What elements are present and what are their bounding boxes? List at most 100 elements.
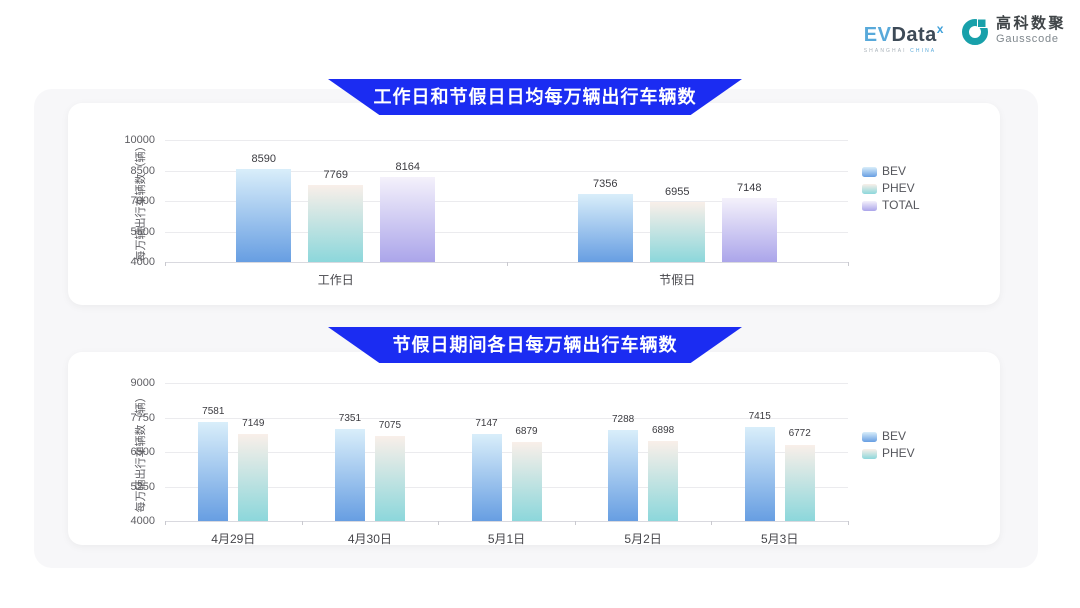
y-axis-tick-label: 10000	[124, 134, 155, 146]
gridline	[165, 140, 848, 141]
legend-label: BEV	[882, 429, 907, 443]
bar-total-1	[721, 198, 777, 262]
chart-legend: BEV PHEV TOTAL	[862, 165, 920, 212]
legend-label: BEV	[882, 164, 907, 178]
bar-phev-0	[308, 185, 364, 262]
gridline	[165, 521, 848, 522]
y-axis-tick-label: 7000	[130, 195, 155, 207]
legend-swatch-phev	[862, 183, 877, 194]
legend-item-phev: PHEV	[862, 447, 915, 460]
legend-label: TOTAL	[882, 198, 920, 212]
x-axis-category-label: 工作日	[317, 273, 354, 287]
gridline	[165, 383, 848, 384]
legend-item-phev: PHEV	[862, 182, 920, 195]
legend-item-total: TOTAL	[862, 199, 920, 212]
bar-value-label: 7148	[737, 181, 762, 194]
evdata-logo: EVDatax SHANGHAI CHINA	[864, 19, 944, 54]
evdata-logo-ev: EV	[863, 24, 892, 46]
evdata-logo-tagline: SHANGHAI CHINA	[864, 48, 944, 54]
x-axis-tick	[711, 521, 713, 525]
gausscode-logo: 高科数聚 Gausscode	[960, 16, 1066, 46]
y-axis-tick-label: 4000	[130, 256, 155, 268]
gridline	[165, 486, 848, 488]
bar-value-label: 7351	[338, 412, 362, 424]
y-axis-tick-label: 8500	[130, 164, 155, 177]
bar-phev-4	[784, 444, 815, 521]
evdata-logo-superscript-x: x	[936, 22, 944, 36]
x-axis-tick	[438, 521, 440, 525]
legend-swatch-bev	[862, 431, 877, 442]
plot-area: 4000 5250 6500 7750 9000 4月29日 7581 7149 4月30日 73…	[131, 377, 849, 546]
evdata-tagline-shanghai: SHANGHAI	[863, 48, 907, 54]
gridline	[165, 170, 848, 172]
y-axis-tick-label: 9000	[130, 377, 155, 389]
legend-swatch-bev	[862, 166, 877, 177]
header-logos: EVDatax SHANGHAI CHINA 高科数聚 Gausscode	[864, 16, 1066, 55]
bar-value-label: 7147	[475, 418, 498, 430]
x-axis-tick	[848, 262, 849, 266]
bar-bev-3	[608, 430, 639, 521]
gridline	[165, 201, 848, 202]
plot-area: 4000 5500 7000 8500 10000 工作日 8590 7769 8164 节假日 7…	[124, 134, 849, 287]
bar-value-label: 7356	[593, 177, 618, 190]
bar-bev-2	[471, 434, 502, 521]
bar-phev-2	[511, 441, 542, 521]
y-axis-tick-label: 5500	[130, 225, 155, 238]
chart1-title: 工作日和节假日日均每万辆出行车辆数	[373, 87, 697, 107]
legend-item-bev: BEV	[862, 165, 920, 178]
gausscode-name-cn: 高科数聚	[995, 14, 1066, 32]
evdata-logo-wordmark: EVDatax	[864, 19, 944, 45]
gausscode-g-icon	[960, 16, 990, 46]
gridline	[165, 231, 848, 233]
bar-phev-0	[238, 434, 269, 521]
gridline	[165, 417, 848, 419]
legend-label: PHEV	[882, 181, 915, 195]
bar-bev-1	[334, 428, 365, 521]
x-axis-category-label: 4月29日	[211, 532, 256, 546]
legend-label: PHEV	[882, 446, 915, 460]
y-axis-name: 每万辆出行车辆数（辆）	[135, 391, 147, 513]
bar-bev-0	[198, 422, 229, 521]
y-axis-tick-label: 7750	[130, 411, 155, 424]
bar-bev-0	[236, 168, 292, 262]
bar-value-label: 7075	[378, 420, 402, 432]
x-axis-tick	[506, 262, 508, 266]
bar-value-label: 7149	[242, 418, 265, 430]
chart2-title-banner: 节假日期间各日每万辆出行车辆数	[328, 327, 742, 363]
evdata-tagline-china: CHINA	[910, 48, 937, 54]
x-axis-tick	[301, 521, 303, 525]
x-axis-category-label: 5月2日	[624, 532, 662, 546]
bar-value-label: 6772	[788, 428, 811, 440]
x-axis-tick	[848, 521, 849, 525]
x-axis-category-label: 节假日	[659, 273, 696, 287]
bar-value-label: 7415	[748, 410, 771, 422]
legend-swatch-phev	[862, 448, 877, 459]
gausscode-name-en: Gausscode	[995, 32, 1059, 45]
x-axis-category-label: 5月3日	[761, 532, 799, 546]
bar-phev-3	[648, 441, 679, 521]
chart1-title-banner: 工作日和节假日日均每万辆出行车辆数	[328, 79, 742, 115]
bar-value-label: 6879	[515, 425, 538, 437]
bar-value-label: 6898	[651, 425, 675, 436]
x-axis-category-label: 4月30日	[347, 532, 392, 546]
bar-value-label: 8590	[251, 152, 276, 165]
x-axis-tick	[574, 521, 576, 525]
y-axis-tick-label: 6500	[130, 446, 155, 458]
bar-value-label: 7769	[323, 169, 348, 182]
bar-bev-1	[577, 193, 633, 262]
gridline	[165, 452, 848, 453]
evdata-logo-data: Data	[891, 24, 937, 46]
x-axis-category-label: 5月1日	[487, 532, 526, 546]
x-axis-tick	[165, 521, 166, 525]
legend-swatch-total	[862, 200, 877, 211]
bar-total-0	[380, 177, 436, 262]
y-axis-tick-label: 4000	[130, 515, 155, 527]
bar-phev-1	[374, 436, 405, 521]
chart2-title: 节假日期间各日每万辆出行车辆数	[392, 335, 678, 355]
y-axis-tick-label: 5250	[130, 480, 155, 493]
bar-value-label: 7581	[202, 406, 225, 418]
bar-phev-1	[649, 201, 705, 262]
legend-item-bev: BEV	[862, 430, 915, 443]
chart-legend: BEV PHEV	[862, 430, 915, 460]
